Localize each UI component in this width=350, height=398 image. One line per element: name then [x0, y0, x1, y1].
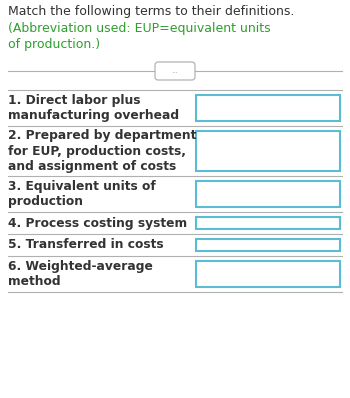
Text: 1. Direct labor plus
manufacturing overhead: 1. Direct labor plus manufacturing overh… — [8, 94, 179, 122]
Bar — [196, 181, 340, 207]
Text: 3. Equivalent units of
production: 3. Equivalent units of production — [8, 180, 156, 208]
Text: 5. Transferred in costs: 5. Transferred in costs — [8, 238, 164, 252]
Text: Match the following terms to their definitions.: Match the following terms to their defin… — [8, 5, 294, 18]
Text: 6. Weighted-average
method: 6. Weighted-average method — [8, 260, 153, 288]
Text: 4. Process costing system: 4. Process costing system — [8, 217, 187, 230]
Bar — [196, 131, 340, 171]
Text: (Abbreviation used: EUP=equivalent units
of production.): (Abbreviation used: EUP=equivalent units… — [8, 22, 271, 51]
Bar — [196, 217, 340, 229]
Text: ...: ... — [172, 68, 178, 74]
Bar — [196, 95, 340, 121]
Bar — [196, 239, 340, 251]
Bar — [196, 261, 340, 287]
Text: 2. Prepared by department
for EUP, production costs,
and assignment of costs: 2. Prepared by department for EUP, produ… — [8, 129, 196, 173]
FancyBboxPatch shape — [155, 62, 195, 80]
